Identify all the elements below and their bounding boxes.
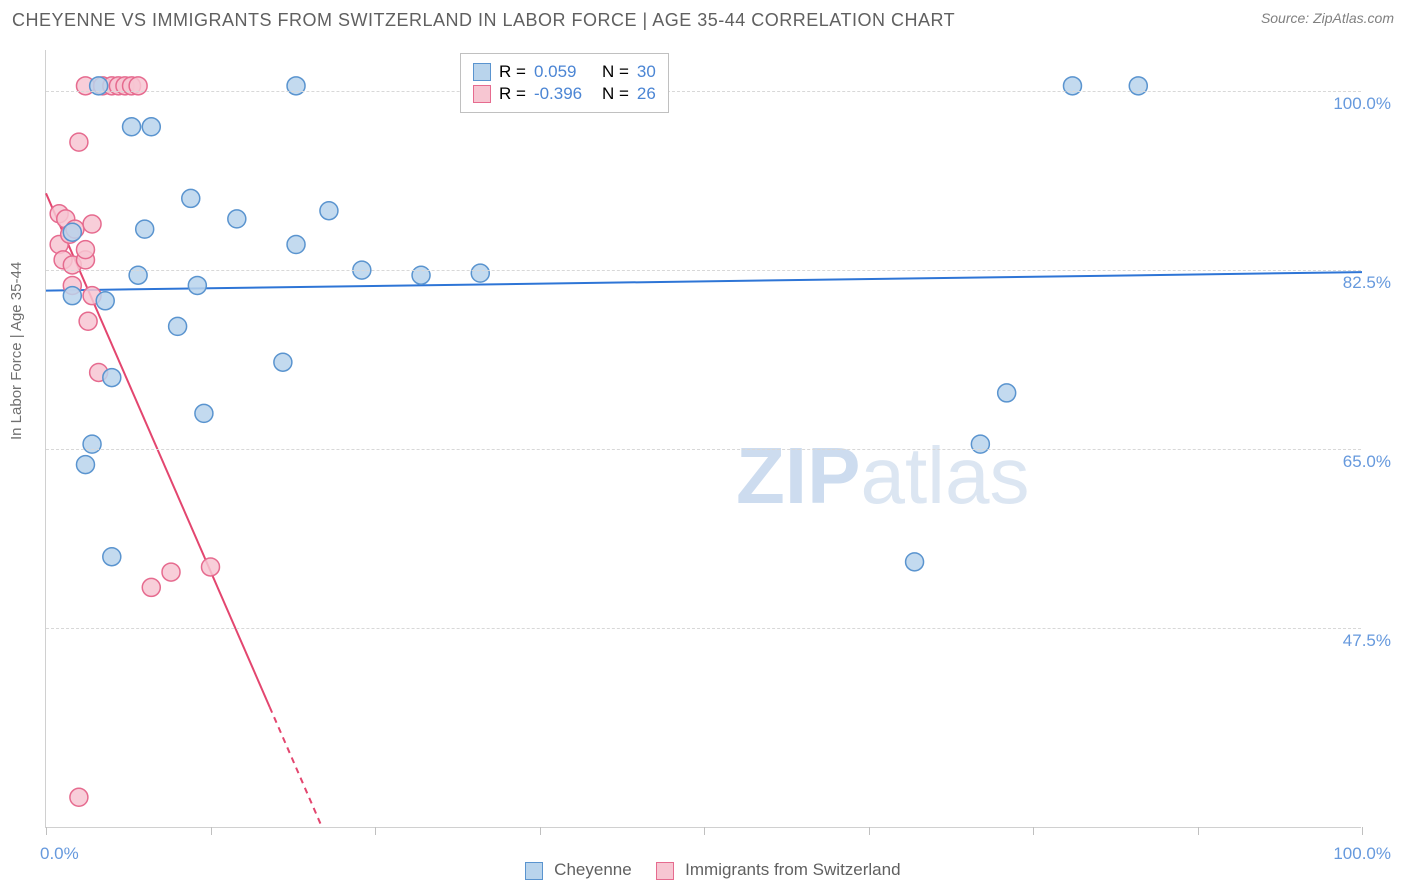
- bottom-legend: Cheyenne Immigrants from Switzerland: [0, 860, 1406, 880]
- data-point: [998, 384, 1016, 402]
- legend-label-switzerland: Immigrants from Switzerland: [685, 860, 900, 879]
- data-point: [195, 404, 213, 422]
- n-value: 30: [637, 62, 656, 82]
- data-point: [103, 369, 121, 387]
- r-label: R =: [499, 62, 526, 82]
- n-label: N =: [602, 84, 629, 104]
- data-point: [287, 77, 305, 95]
- trend-line: [270, 707, 323, 828]
- n-value: 26: [637, 84, 656, 104]
- swatch-cheyenne: [473, 63, 491, 81]
- data-point: [136, 220, 154, 238]
- data-point: [76, 241, 94, 259]
- x-tick-label-max: 100.0%: [1333, 844, 1391, 864]
- data-point: [142, 578, 160, 596]
- n-label: N =: [602, 62, 629, 82]
- chart-svg: [46, 50, 1361, 827]
- data-point: [906, 553, 924, 571]
- data-point: [96, 292, 114, 310]
- data-point: [162, 563, 180, 581]
- y-tick-label: 82.5%: [1343, 273, 1391, 293]
- y-tick-label: 100.0%: [1333, 94, 1391, 114]
- plot-area: ZIPatlas: [45, 50, 1361, 828]
- data-point: [103, 548, 121, 566]
- y-axis-label: In Labor Force | Age 35-44: [8, 262, 25, 440]
- data-point: [1129, 77, 1147, 95]
- correlation-legend: R = 0.059 N = 30 R = -0.396 N = 26: [460, 53, 669, 113]
- data-point: [287, 236, 305, 254]
- x-tick-label-min: 0.0%: [40, 844, 79, 864]
- data-point: [83, 215, 101, 233]
- data-point: [412, 266, 430, 284]
- data-point: [90, 77, 108, 95]
- data-point: [320, 202, 338, 220]
- r-value: 0.059: [534, 62, 594, 82]
- data-point: [971, 435, 989, 453]
- data-point: [129, 77, 147, 95]
- data-point: [202, 558, 220, 576]
- data-point: [63, 223, 81, 241]
- data-point: [70, 788, 88, 806]
- data-point: [63, 287, 81, 305]
- r-value: -0.396: [534, 84, 594, 104]
- data-point: [129, 266, 147, 284]
- data-point: [228, 210, 246, 228]
- swatch-switzerland: [656, 862, 674, 880]
- data-point: [83, 435, 101, 453]
- swatch-cheyenne: [525, 862, 543, 880]
- data-point: [76, 456, 94, 474]
- legend-label-cheyenne: Cheyenne: [554, 860, 632, 879]
- y-tick-label: 65.0%: [1343, 452, 1391, 472]
- data-point: [471, 264, 489, 282]
- data-point: [142, 118, 160, 136]
- y-tick-label: 47.5%: [1343, 631, 1391, 651]
- r-label: R =: [499, 84, 526, 104]
- swatch-switzerland: [473, 85, 491, 103]
- data-point: [182, 189, 200, 207]
- data-point: [274, 353, 292, 371]
- trend-line: [46, 272, 1362, 290]
- data-point: [70, 133, 88, 151]
- data-point: [169, 317, 187, 335]
- chart-title: CHEYENNE VS IMMIGRANTS FROM SWITZERLAND …: [12, 10, 955, 31]
- legend-row-switzerland: R = -0.396 N = 26: [473, 84, 656, 104]
- data-point: [79, 312, 97, 330]
- source-label: Source: ZipAtlas.com: [1261, 10, 1394, 26]
- data-point: [1063, 77, 1081, 95]
- legend-row-cheyenne: R = 0.059 N = 30: [473, 62, 656, 82]
- data-point: [188, 276, 206, 294]
- data-point: [123, 118, 141, 136]
